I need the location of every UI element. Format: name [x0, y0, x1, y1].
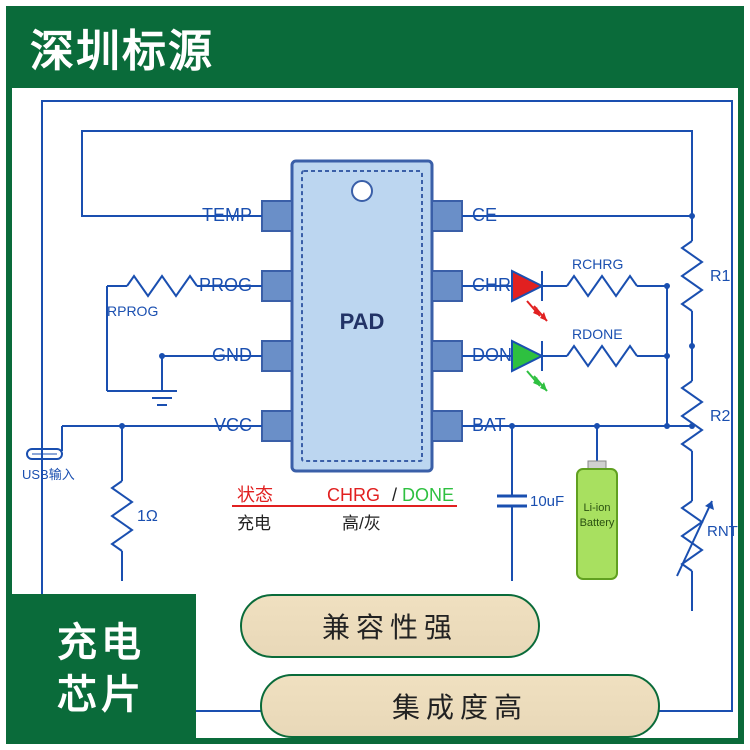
label-rdone: RDONE: [572, 326, 623, 342]
label-rprog: RPROG: [107, 303, 158, 319]
label-rntc: RNTC: [707, 523, 738, 540]
feature-text-1: 兼容性强: [322, 606, 458, 646]
ic-chip: PAD: [262, 161, 462, 471]
feature-banner-1: 兼容性强: [240, 594, 540, 658]
brand-title: 深圳标源: [30, 15, 214, 79]
status-hdr-3: DONE: [402, 485, 454, 505]
ic-label: PAD: [340, 309, 385, 334]
status-hdr-2: CHRG: [327, 485, 380, 505]
feature-text-2: 集成度高: [392, 686, 528, 726]
label-rchrg: RCHRG: [572, 256, 623, 272]
label-bat2: Battery: [580, 517, 615, 529]
page-frame: 深圳标源 PAD TEMP: [0, 0, 750, 750]
category-line2: 芯片: [57, 669, 145, 721]
header-bar: 深圳标源: [6, 6, 744, 88]
label-bat1: Li-ion: [584, 502, 611, 514]
label-r1: R1: [710, 268, 731, 285]
label-usb: USB输入: [22, 467, 75, 482]
category-line1: 充电: [57, 617, 145, 669]
status-table: 状态 CHRG / DONE 充电 高/灰: [232, 485, 457, 533]
led-chrg-icon: [512, 271, 542, 301]
label-r2: R2: [710, 408, 731, 425]
status-hdr-1: 状态: [237, 485, 273, 505]
label-cap: 10uF: [530, 493, 564, 510]
feature-banner-2: 集成度高: [260, 674, 660, 738]
status-row-2: 高/灰: [342, 514, 381, 533]
category-badge: 充电 芯片: [6, 594, 196, 744]
status-row-1: 充电: [237, 514, 271, 533]
label-1ohm: 1Ω: [137, 508, 158, 525]
led-done-icon: [512, 341, 542, 371]
status-hdr-slash: /: [392, 485, 397, 505]
